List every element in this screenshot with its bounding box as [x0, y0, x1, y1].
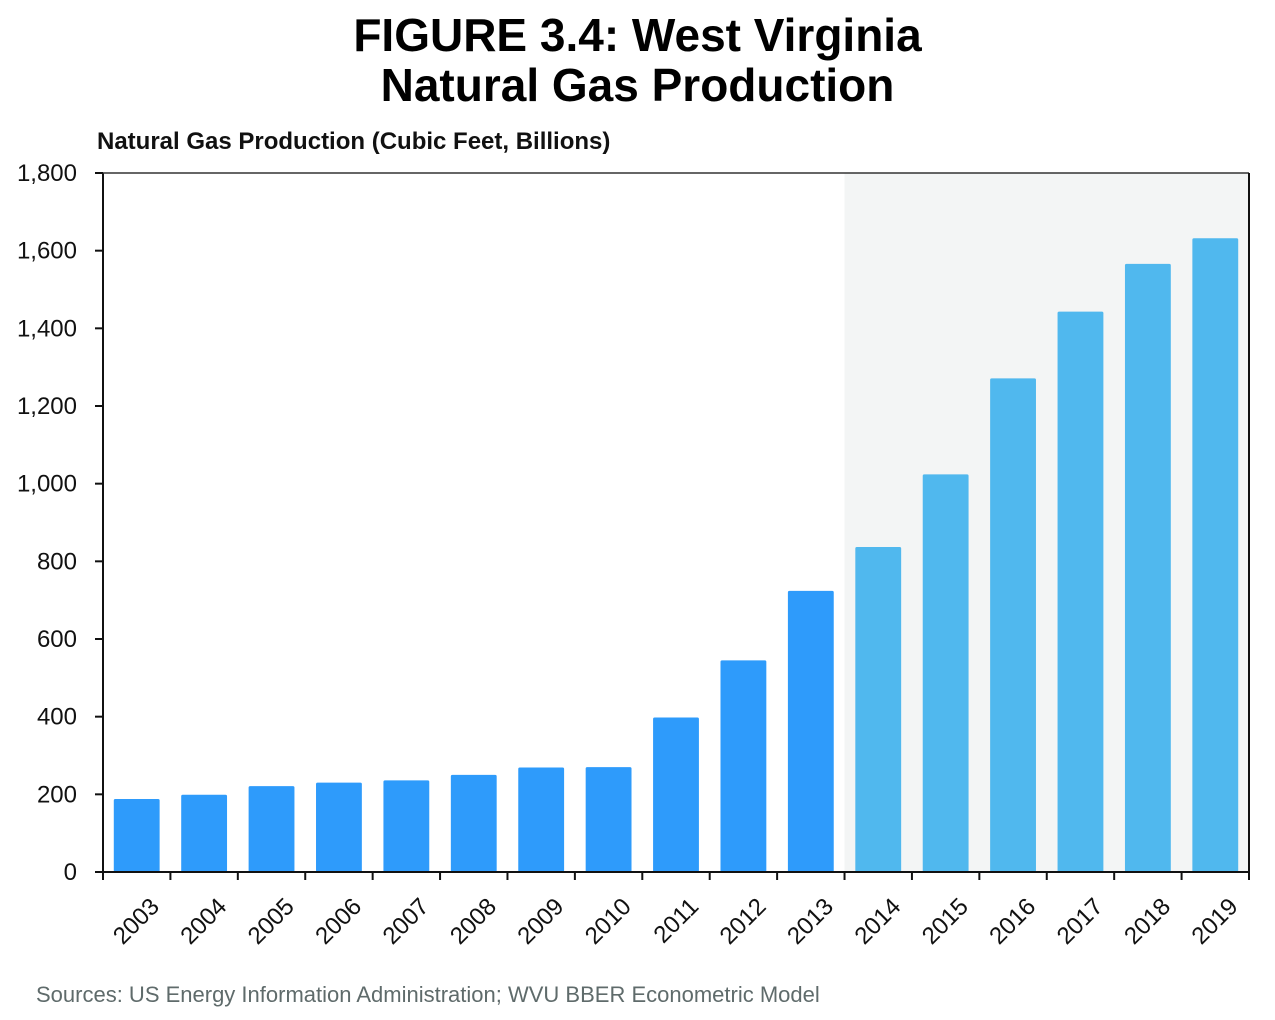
x-tick-label: 2018 [1119, 893, 1176, 950]
x-tick-label: 2005 [243, 893, 300, 950]
source-note: Sources: US Energy Information Administr… [36, 982, 820, 1007]
y-tick-label: 600 [37, 626, 77, 653]
bar-2015 [922, 474, 969, 872]
chart-title-line-2: Natural Gas Production [380, 59, 895, 111]
bar-2007 [383, 780, 430, 872]
y-tick-label: 200 [37, 781, 77, 808]
x-tick-label: 2016 [984, 893, 1041, 950]
bar-2018 [1124, 263, 1171, 872]
y-tick-label: 1,600 [17, 238, 77, 265]
x-tick-label: 2008 [445, 893, 502, 950]
x-tick-label: 2013 [782, 893, 839, 950]
y-tick-label: 400 [37, 704, 77, 731]
x-tick-label: 2004 [175, 893, 232, 950]
y-tick-label: 1,800 [17, 160, 77, 187]
x-tick-label: 2010 [580, 893, 637, 950]
bar-2019 [1192, 238, 1239, 873]
bar-2014 [855, 546, 902, 872]
bar-chart: 0 200 400 600 800 1,000 1,200 1,400 1,600 1,800 2… [17, 160, 1250, 950]
chart-title-line-1: FIGURE 3.4: West Virginia [353, 9, 922, 61]
x-tick-label: 2017 [1052, 893, 1109, 950]
y-tick-label: 800 [37, 548, 77, 575]
bar-2004 [181, 794, 228, 872]
x-tick-label: 2007 [378, 893, 435, 950]
bar-2017 [1057, 311, 1104, 872]
x-tick-label: 2006 [310, 893, 367, 950]
y-axis-label: Natural Gas Production (Cubic Feet, Bill… [97, 128, 611, 155]
x-tick-label: 2011 [649, 893, 705, 949]
bar-2016 [990, 378, 1036, 872]
bar-2012 [720, 660, 767, 872]
chart-title: FIGURE 3.4: West Virginia Natural Gas Pr… [0, 10, 1275, 110]
x-tick-label: 2003 [108, 893, 165, 950]
x-tick-label: 2019 [1187, 893, 1244, 950]
bar-2010 [585, 767, 632, 872]
y-tick-label: 0 [64, 859, 77, 886]
x-tick-label: 2012 [715, 893, 772, 950]
bar-2011 [653, 717, 699, 872]
bar-2009 [518, 767, 565, 872]
bar-2005 [248, 786, 295, 872]
y-tick-label: 1,000 [17, 471, 77, 498]
y-tick-label: 1,400 [17, 315, 77, 342]
x-tick-label: 2014 [850, 893, 907, 950]
forecast-shading [844, 173, 1249, 872]
bar-2003 [113, 798, 160, 872]
y-tick-label: 1,200 [17, 393, 77, 420]
bar-2013 [787, 590, 834, 872]
x-tick-label: 2015 [917, 893, 974, 950]
bar-2008 [450, 774, 497, 872]
x-tick-label: 2009 [512, 893, 569, 950]
bar-2006 [316, 782, 362, 872]
